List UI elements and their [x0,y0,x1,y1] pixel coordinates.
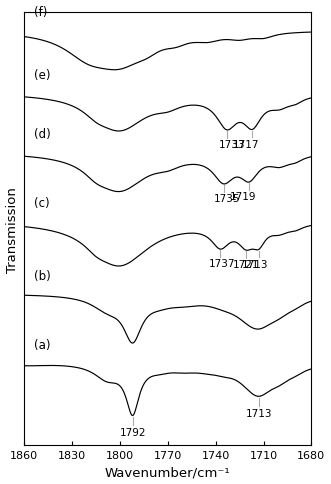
Text: (e): (e) [34,69,50,82]
Y-axis label: Transmission: Transmission [6,186,19,272]
Text: (d): (d) [34,128,50,141]
Text: (b): (b) [34,269,50,282]
Text: 1719: 1719 [229,192,256,202]
Text: (c): (c) [34,197,49,210]
Text: 1713: 1713 [246,408,272,418]
X-axis label: Wavenumber/cm⁻¹: Wavenumber/cm⁻¹ [105,466,231,479]
Text: 1735: 1735 [213,194,240,204]
Text: 1737: 1737 [209,259,235,269]
Text: (a): (a) [34,338,50,351]
Text: 1721: 1721 [233,260,259,270]
Text: 1792: 1792 [119,427,146,437]
Text: (f): (f) [34,6,47,19]
Text: 1713: 1713 [242,259,269,269]
Text: 1733: 1733 [218,140,245,150]
Text: 1717: 1717 [233,139,259,150]
